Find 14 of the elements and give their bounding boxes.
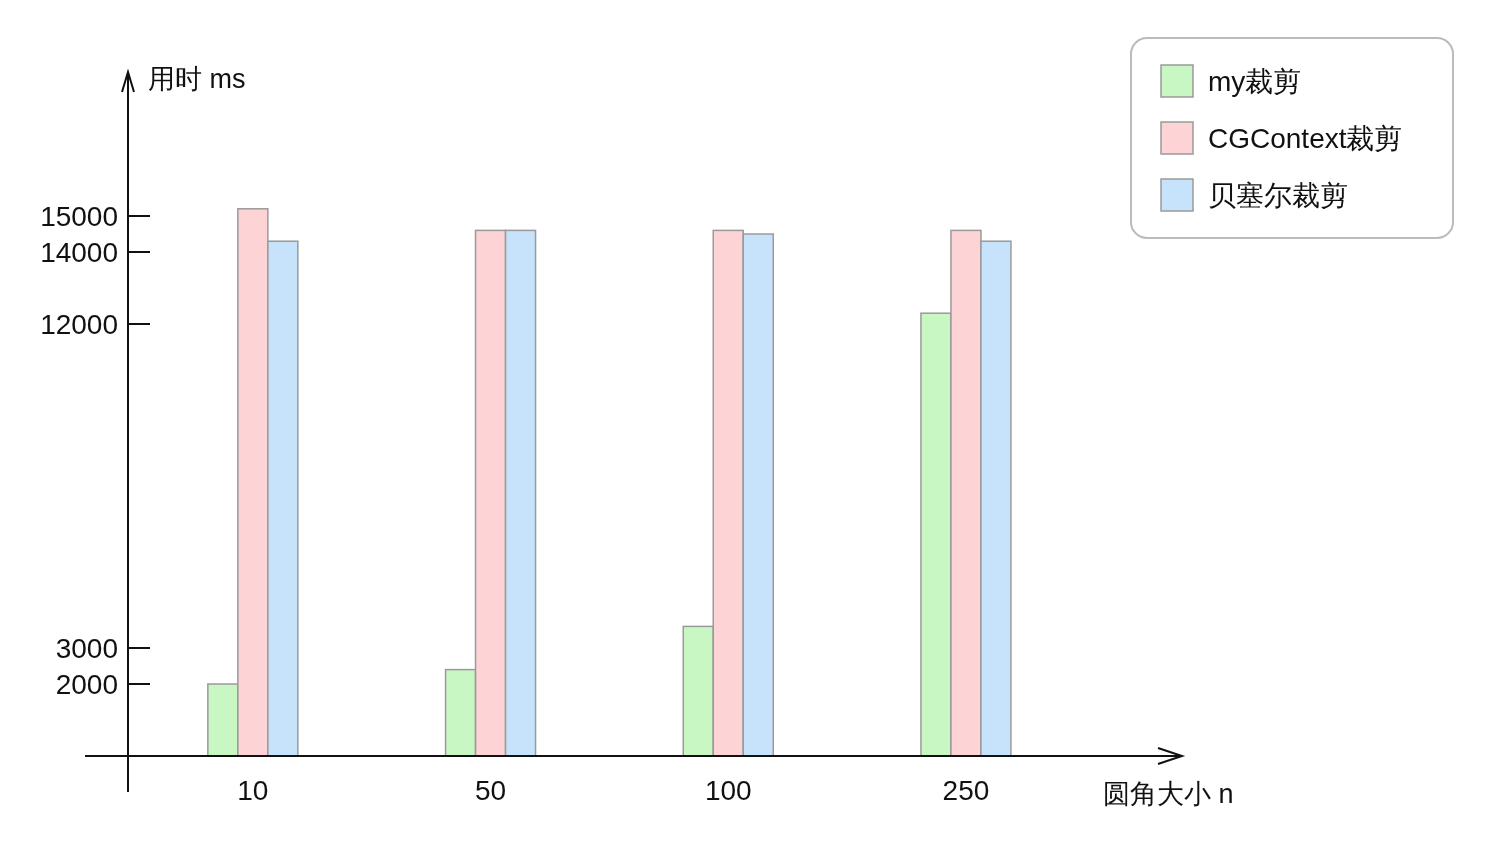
y-tick-label: 2000 — [55, 668, 118, 700]
legend-label: 贝塞尔裁剪 — [1208, 179, 1348, 211]
y-axis-title: 用时 ms — [148, 64, 246, 94]
y-tick-label: 12000 — [40, 308, 118, 340]
x-tick-label: 250 — [942, 775, 990, 806]
x-tick-label: 10 — [237, 775, 269, 806]
y-tick-label: 3000 — [55, 632, 118, 664]
x-axis-title: 圆角大小 n — [1103, 779, 1234, 809]
y-tick-label: 15000 — [40, 200, 118, 232]
legend-label: my裁剪 — [1208, 65, 1302, 97]
legend-label: CGContext裁剪 — [1208, 122, 1403, 154]
y-tick-label: 14000 — [40, 236, 118, 268]
x-tick-label: 50 — [474, 775, 507, 806]
x-tick-label: 100 — [704, 775, 752, 806]
